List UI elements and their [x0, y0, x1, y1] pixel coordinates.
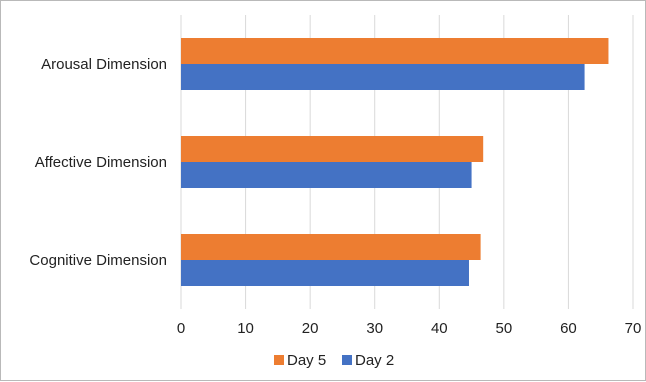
- x-tick-label: 10: [237, 320, 254, 337]
- category-label: Arousal Dimension: [41, 56, 167, 73]
- bars: [181, 38, 609, 286]
- legend-label-day-5: Day 5: [287, 352, 326, 369]
- bar-day-2: [181, 260, 469, 286]
- bar-day-2: [181, 162, 472, 188]
- x-tick-label: 70: [625, 320, 642, 337]
- category-label: Affective Dimension: [35, 154, 167, 171]
- category-labels: Arousal Dimension Affective Dimension Cogn…: [29, 56, 167, 269]
- x-tick-label: 40: [431, 320, 448, 337]
- x-tick-label: 30: [366, 320, 383, 337]
- x-tick-label: 20: [302, 320, 319, 337]
- legend-swatch-day-5: [274, 355, 284, 365]
- bar-day-2: [181, 64, 585, 90]
- legend-swatch-day-2: [342, 355, 352, 365]
- bar-day-5: [181, 234, 481, 260]
- bar-day-5: [181, 38, 609, 64]
- x-axis-tick-labels: 0 10 20 30 40 50 60 70: [177, 320, 642, 337]
- x-tick-label: 0: [177, 320, 185, 337]
- x-tick-label: 60: [560, 320, 577, 337]
- category-label: Cognitive Dimension: [29, 252, 167, 269]
- legend: Day 5 Day 2: [274, 352, 394, 369]
- bar-day-5: [181, 136, 484, 162]
- x-tick-label: 50: [496, 320, 513, 337]
- legend-label-day-2: Day 2: [355, 352, 394, 369]
